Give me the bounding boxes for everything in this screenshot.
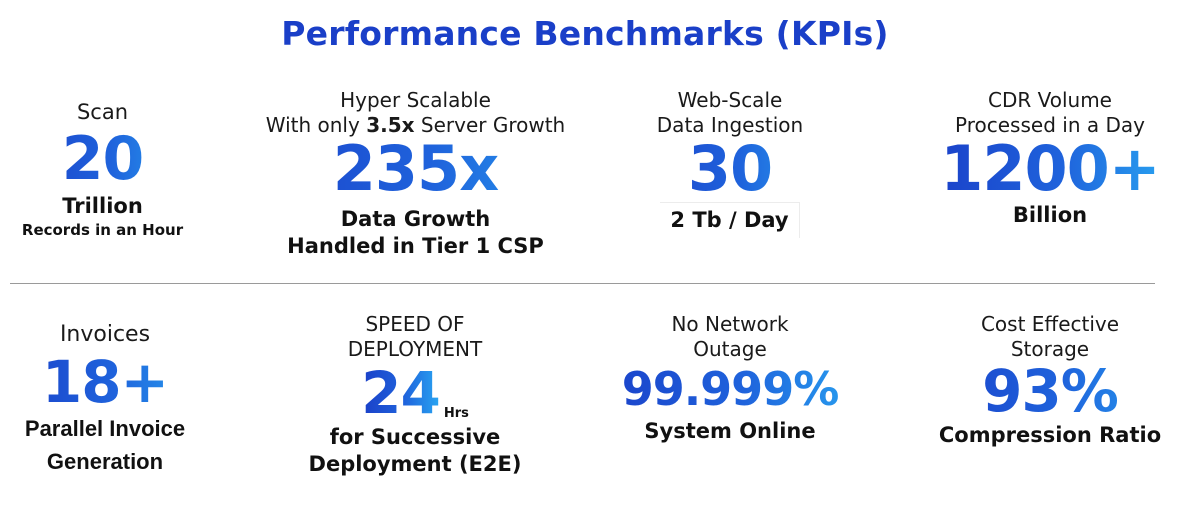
kpi-cdr-volume: CDR Volume Processed in a Day 1200+ Bill…: [925, 88, 1175, 229]
kpi-value: 93%: [915, 362, 1185, 420]
kpi-label-bold: 3.5x: [366, 113, 415, 137]
kpi-deployment: SPEED OF DEPLOYMENT 24 Hrs for Successive…: [290, 312, 540, 478]
kpi-value: 235x: [228, 138, 603, 200]
kpi-value: 30: [625, 138, 835, 200]
kpi-desc-sub: Deployment (E2E): [308, 452, 522, 476]
kpi-label-post: Server Growth: [414, 113, 566, 137]
kpi-uptime: No Network Outage 99.999% System Online: [590, 312, 870, 445]
kpi-ingestion: Web-Scale Data Ingestion 30 2 Tb / Day: [625, 88, 835, 238]
kpi-label: No Network: [671, 312, 789, 336]
kpi-value: 1200+: [925, 138, 1175, 200]
kpi-desc: Parallel Invoice: [24, 416, 186, 441]
kpi-label-2: Data Ingestion: [656, 113, 804, 137]
kpi-desc: Trillion: [62, 194, 143, 218]
kpi-desc: System Online: [644, 419, 816, 443]
row-divider: [10, 283, 1155, 284]
kpi-storage: Cost Effective Storage 93% Compression R…: [915, 312, 1185, 449]
kpi-label-pre: With only: [265, 113, 367, 137]
kpi-desc: Billion: [1012, 203, 1088, 227]
kpi-label: CDR Volume: [987, 88, 1112, 112]
kpi-desc: Compression Ratio: [938, 423, 1162, 447]
kpi-label: Cost Effective: [980, 312, 1120, 336]
kpi-value: 18+: [0, 353, 210, 411]
kpi-label: Invoices: [59, 322, 151, 347]
kpi-label-2: Processed in a Day: [955, 113, 1145, 137]
kpi-label: SPEED OF: [365, 312, 465, 336]
kpi-value: 24: [361, 359, 441, 427]
kpi-label-2: Outage: [693, 337, 767, 361]
kpi-desc: for Successive: [329, 425, 501, 449]
kpi-label: Web-Scale: [677, 88, 783, 112]
kpi-desc: Data Growth: [340, 207, 491, 231]
kpi-value: 20: [10, 129, 195, 189]
kpi-desc: 2 Tb / Day: [660, 202, 800, 238]
kpi-label-2: Storage: [1010, 337, 1090, 361]
kpi-label-2: DEPLOYMENT: [347, 337, 483, 361]
kpi-label: Scan: [76, 100, 129, 124]
kpi-desc-sub: Generation: [46, 449, 164, 474]
kpi-data-growth: Hyper Scalable With only 3.5x Server Gro…: [228, 88, 603, 260]
kpi-label: Hyper Scalable: [340, 88, 491, 112]
kpi-desc-sub: Handled in Tier 1 CSP: [287, 234, 544, 258]
kpi-scan: Scan 20 Trillion Records in an Hour: [10, 100, 195, 240]
kpi-desc-sub: Records in an Hour: [21, 221, 184, 239]
page-title: Performance Benchmarks (KPIs): [281, 14, 889, 53]
kpi-label-2: With only 3.5x Server Growth: [228, 113, 603, 138]
kpi-invoices: Invoices 18+ Parallel Invoice Generation: [0, 322, 210, 479]
kpi-unit: Hrs: [443, 406, 469, 421]
kpi-value: 99.999%: [590, 366, 870, 412]
